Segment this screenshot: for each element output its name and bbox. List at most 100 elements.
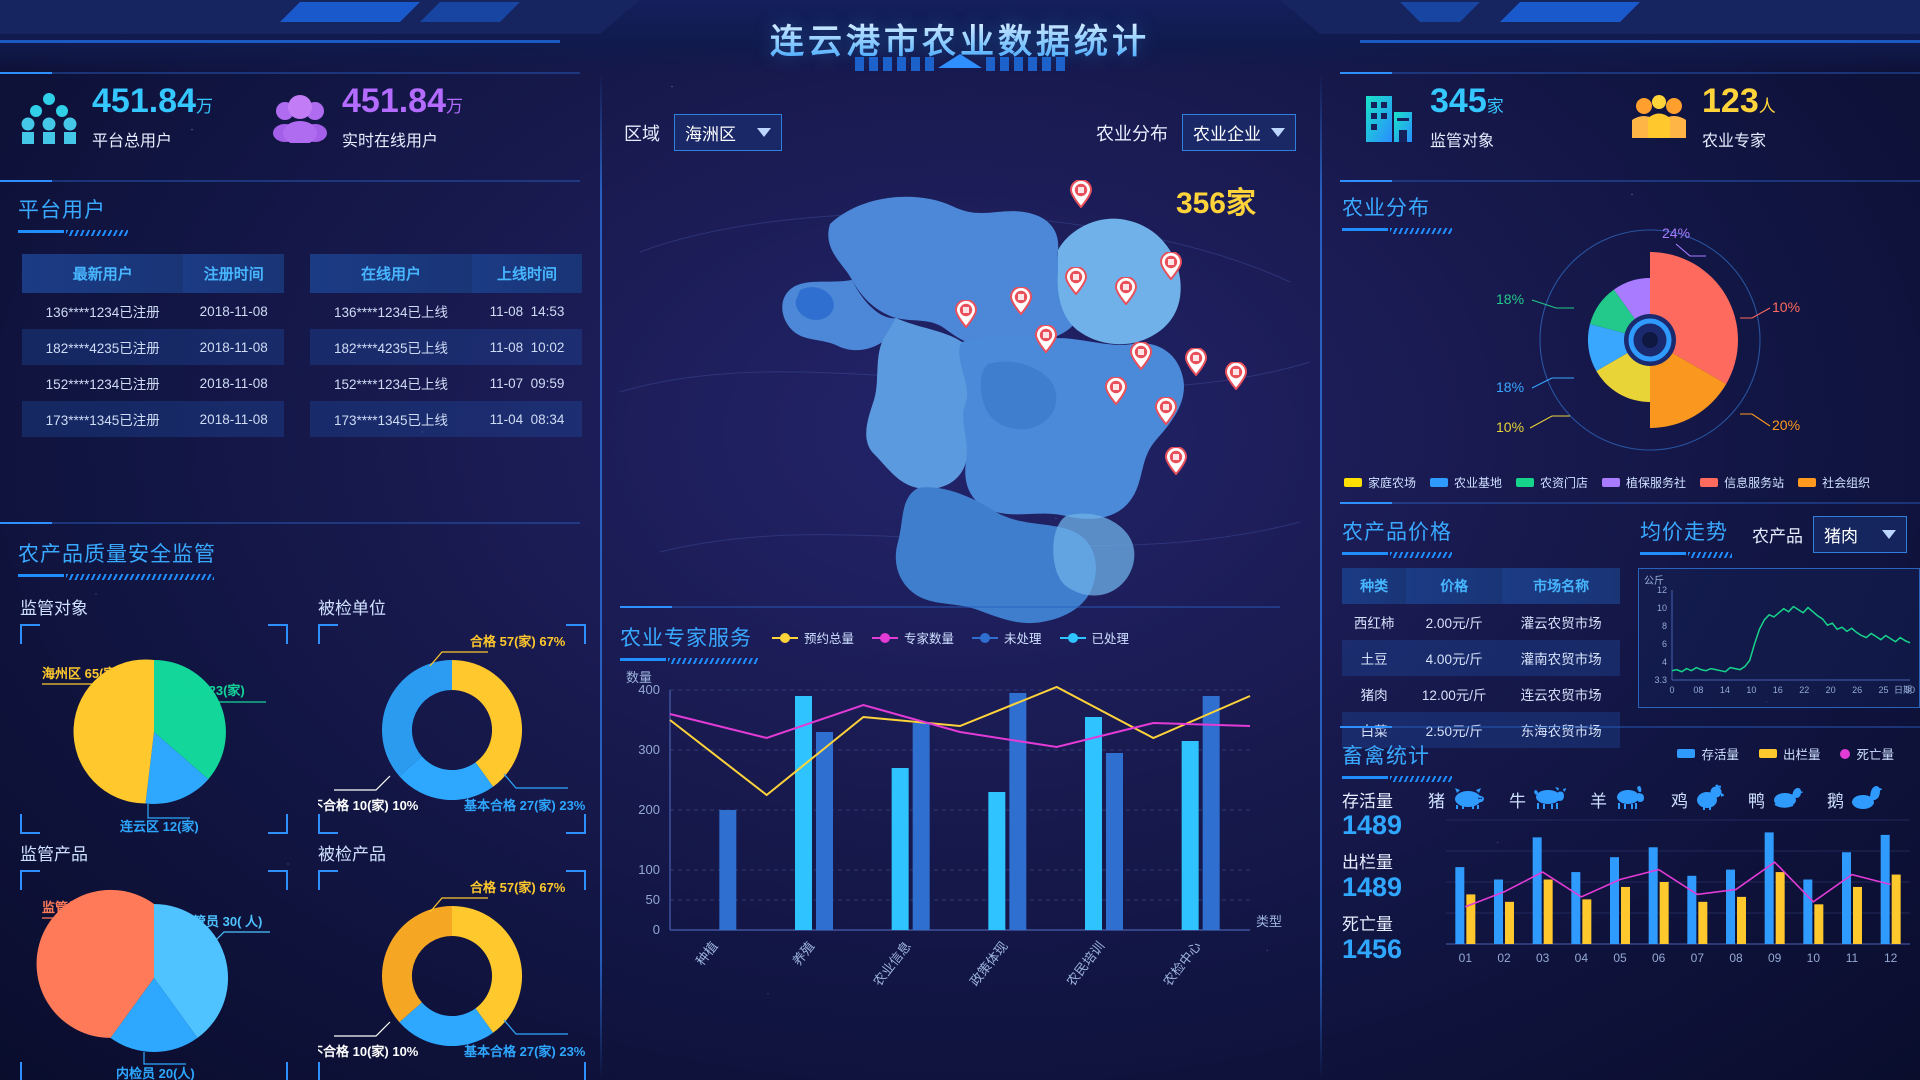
pin-icon[interactable]	[1034, 324, 1058, 354]
bar-alive-06[interactable]	[1648, 847, 1658, 944]
pie-chart-supervised-products[interactable]: 监管员 50(人) 协管员 30( 人) 内检员 20(人)	[20, 870, 288, 1080]
table-row[interactable]: 152****1234已注册 2018-11-08	[22, 365, 284, 401]
expert-service-chart[interactable]: 数量 0 50 100 200 300 400 种植 养殖 农业信息 政策体现 农民培训 农检中心 类型	[610, 670, 1310, 1070]
bar-slaughter-07[interactable]	[1698, 901, 1708, 944]
bar-slaughter-11[interactable]	[1853, 886, 1862, 944]
bar-alive-07[interactable]	[1687, 875, 1697, 944]
legend-item-家庭农场[interactable]: 家庭农场	[1344, 474, 1416, 491]
trend-line[interactable]	[1671, 605, 1911, 673]
distribution-dropdown[interactable]: 农业企业	[1182, 114, 1296, 151]
bar-alive-01[interactable]	[1455, 867, 1465, 944]
bar-未处理-农业信息[interactable]	[912, 723, 930, 930]
bar-已处理-养殖[interactable]	[795, 696, 812, 930]
table-row[interactable]: 猪肉 12.00元/斤 连云农贸市场	[1342, 676, 1620, 712]
table-row[interactable]: 西红柿 2.00元/斤 灌云农贸市场	[1342, 604, 1620, 640]
legend-item-出栏量[interactable]: 出栏量	[1758, 744, 1820, 763]
bar-alive-04[interactable]	[1571, 872, 1581, 944]
bar-alive-11[interactable]	[1842, 852, 1851, 944]
bar-已处理-农检中心[interactable]	[1181, 741, 1199, 930]
bar-alive-08[interactable]	[1726, 869, 1735, 944]
table-row[interactable]: 136****1234已上线 11-08 14:53	[310, 293, 582, 329]
table-row[interactable]: 白菜 2.50元/斤 东海农贸市场	[1342, 712, 1620, 748]
livestock-bar-chart[interactable]: 01 02 03 04 05 06 07 08 09 10 11 12	[1440, 812, 1918, 982]
bar-slaughter-08[interactable]	[1737, 896, 1746, 944]
bar-slaughter-05[interactable]	[1621, 886, 1630, 944]
legend-item-农业基地[interactable]: 农业基地	[1430, 474, 1502, 491]
table-row[interactable]: 182****4235已上线 11-08 10:02	[310, 329, 582, 365]
new-users-table[interactable]: 最新用户 注册时间 136****1234已注册 2018-11-08 182**…	[22, 254, 284, 437]
bar-slaughter-06[interactable]	[1659, 882, 1669, 944]
table-row[interactable]: 土豆 4.00元/斤 灌南农贸市场	[1342, 640, 1620, 676]
trend-product-dropdown[interactable]: 猪肉	[1813, 516, 1907, 553]
bar-alive-03[interactable]	[1532, 837, 1542, 944]
bar-slaughter-03[interactable]	[1543, 879, 1553, 944]
table-row[interactable]: 182****4235已注册 2018-11-08	[22, 329, 284, 365]
line-专家数量[interactable]	[669, 703, 1251, 749]
kpi-value: 123	[1702, 82, 1759, 120]
bar-alive-05[interactable]	[1610, 857, 1619, 944]
region-map[interactable]	[600, 132, 1320, 702]
animal-item-鹅[interactable]: 鹅	[1827, 784, 1883, 815]
legend-item-死亡量[interactable]: 死亡量	[1840, 744, 1894, 763]
market-icon[interactable]	[1164, 446, 1188, 476]
legend-item-信息服务站[interactable]: 信息服务站	[1700, 474, 1784, 491]
bar-alive-02[interactable]	[1494, 879, 1503, 944]
leaf-icon[interactable]	[1129, 341, 1153, 371]
bar-slaughter-02[interactable]	[1505, 901, 1514, 944]
bar-未处理-农检中心[interactable]	[1202, 696, 1220, 930]
line-预约总量[interactable]	[669, 685, 1251, 797]
rose-chart-agri-distribution[interactable]: 24% 10% 20% 10% 18% 18%	[1440, 190, 1860, 490]
line-dead[interactable]	[1465, 861, 1891, 908]
table-row[interactable]: 173****1345已上线 11-04 08:34	[310, 401, 582, 437]
legend-item-社会组织[interactable]: 社会组织	[1798, 474, 1870, 491]
bar-未处理-种植[interactable]	[719, 810, 737, 930]
table-row[interactable]: 136****1234已注册 2018-11-08	[22, 293, 284, 329]
legend-item-植保服务社[interactable]: 植保服务社	[1602, 474, 1686, 491]
table-row[interactable]: 173****1345已注册 2018-11-08	[22, 401, 284, 437]
animal-item-鸭[interactable]: 鸭	[1748, 785, 1804, 814]
legend-item-experts[interactable]: 专家数量	[872, 628, 954, 647]
flag2-icon[interactable]	[1224, 361, 1248, 391]
bar-alive-09[interactable]	[1764, 832, 1774, 944]
bar-已处理-农业信息[interactable]	[891, 768, 909, 930]
legend-item-processed[interactable]: 已处理	[1059, 628, 1129, 647]
store-icon[interactable]	[954, 299, 978, 329]
legend-item-pending[interactable]: 未处理	[972, 628, 1042, 647]
factory-icon[interactable]	[1069, 179, 1093, 209]
bar-slaughter-04[interactable]	[1582, 899, 1592, 944]
bar-未处理-政策体现[interactable]	[1009, 693, 1027, 930]
column-header: 在线用户	[310, 254, 473, 293]
seed-icon[interactable]	[1184, 347, 1208, 377]
house-icon[interactable]	[1009, 286, 1033, 316]
bar-alive-12[interactable]	[1880, 834, 1890, 944]
flag-icon[interactable]	[1159, 251, 1183, 281]
bar-slaughter-10[interactable]	[1814, 904, 1824, 944]
bar-未处理-养殖[interactable]	[816, 732, 833, 930]
bar-slaughter-12[interactable]	[1891, 874, 1901, 944]
silo-icon[interactable]	[1154, 396, 1178, 426]
donut-chart-inspected-units[interactable]: 合格 57(家) 67% 基本合格 27(家) 23% 不合格 10(家) 10…	[318, 624, 586, 834]
farm-icon[interactable]	[1064, 266, 1088, 296]
bar-已处理-政策体现[interactable]	[988, 792, 1006, 930]
bar-未处理-农民培训[interactable]	[1106, 753, 1123, 930]
legend-item-农资门店[interactable]: 农资门店	[1516, 474, 1588, 491]
animal-item-鸡[interactable]: 鸡	[1671, 784, 1725, 815]
barn-icon[interactable]	[1114, 276, 1138, 306]
animal-item-牛[interactable]: 牛	[1509, 785, 1567, 814]
region-dropdown[interactable]: 海洲区	[674, 114, 782, 151]
donut-chart-inspected-products[interactable]: 合格 57(家) 67% 基本合格 27(家) 23% 不合格 10(家) 10…	[318, 870, 586, 1080]
bar-slaughter-09[interactable]	[1775, 872, 1785, 944]
tractor-icon[interactable]	[1104, 376, 1128, 406]
pie-chart-supervised-objects[interactable]: 海州区 65(家) 赣榆区 23(家) 连云区 12(家)	[20, 624, 288, 834]
animal-item-猪[interactable]: 猪	[1428, 785, 1485, 814]
bar-已处理-农民培训[interactable]	[1085, 717, 1102, 930]
online-users-table[interactable]: 在线用户 上线时间 136****1234已上线 11-08 14:53 182*…	[310, 254, 582, 437]
legend-item-存活量[interactable]: 存活量	[1677, 744, 1739, 763]
price-table-wrap[interactable]: 种类 价格 市场名称 西红柿 2.00元/斤 灌云农贸市场 土豆 4.00元/斤 灌南农…	[1342, 568, 1620, 748]
bar-alive-10[interactable]	[1803, 879, 1813, 944]
animal-item-羊[interactable]: 羊	[1590, 785, 1647, 814]
table-row[interactable]: 152****1234已上线 11-07 09:59	[310, 365, 582, 401]
bar-slaughter-01[interactable]	[1466, 894, 1476, 944]
legend-item-booking[interactable]: 预约总量	[772, 628, 854, 647]
